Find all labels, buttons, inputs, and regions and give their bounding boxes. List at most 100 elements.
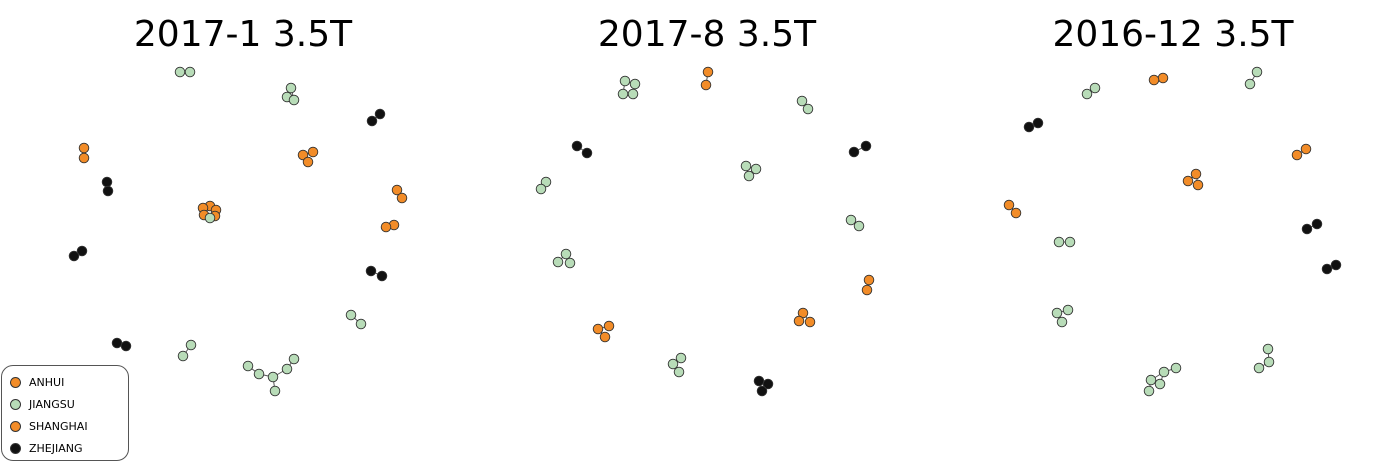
node-jiangsu [619, 75, 631, 87]
node-shanghai [307, 146, 319, 158]
node-shanghai [302, 156, 314, 168]
node-zhejiang [68, 250, 80, 262]
node-jiangsu [1158, 366, 1170, 378]
node-jiangsu [281, 363, 293, 375]
legend-swatch-zhejiang [10, 442, 21, 454]
node-jiangsu [1064, 236, 1076, 248]
legend-swatch-shanghai [10, 420, 21, 432]
node-anhui [396, 192, 408, 204]
node-jiangsu [174, 66, 186, 78]
legend-label-zhejiang: ZHEJIANG [29, 441, 83, 455]
legend-item-zhejiang: ZHEJIANG [10, 440, 83, 456]
node-anhui [1003, 199, 1015, 211]
node-jiangsu [345, 309, 357, 321]
node-jiangsu [1253, 362, 1265, 374]
node-jiangsu [1081, 88, 1093, 100]
node-jiangsu [288, 353, 300, 365]
legend-item-anhui: ANHUI [10, 374, 64, 390]
node-jiangsu [796, 95, 808, 107]
node-zhejiang [101, 176, 113, 188]
legend-label-shanghai: SHANGHAI [29, 419, 88, 433]
node-jiangsu [675, 352, 687, 364]
node-jiangsu [673, 366, 685, 378]
node-jiangsu [853, 220, 865, 232]
node-jiangsu [184, 66, 196, 78]
node-jiangsu [535, 183, 547, 195]
node-zhejiang [1032, 117, 1044, 129]
node-jiangsu [1251, 66, 1263, 78]
node-jiangsu [242, 360, 254, 372]
node-anhui [380, 221, 392, 233]
legend-label-anhui: ANHUI [29, 375, 65, 389]
node-anhui [861, 284, 873, 296]
node-jiangsu [1262, 343, 1274, 355]
node-jiangsu [667, 358, 679, 370]
node-anhui [1157, 72, 1169, 84]
node-jiangsu [1263, 356, 1275, 368]
node-zhejiang [1330, 259, 1342, 271]
node-shanghai [297, 149, 309, 161]
node-jiangsu [627, 88, 639, 100]
panel-title-2017-8: 2017-8 3.5T [597, 14, 817, 55]
node-jiangsu [1062, 304, 1074, 316]
node-zhejiang [102, 185, 114, 197]
node-jiangsu [845, 214, 857, 226]
node-jiangsu [185, 339, 197, 351]
node-anhui [78, 152, 90, 164]
node-anhui [863, 274, 875, 286]
node-anhui [78, 142, 90, 154]
node-jiangsu [629, 78, 641, 90]
node-zhejiang [848, 146, 860, 158]
node-anhui [1148, 74, 1160, 86]
node-anhui [1300, 143, 1312, 155]
panel-title-2016-12: 2016-12 3.5T [1052, 14, 1294, 55]
node-zhejiang [756, 385, 768, 397]
node-jiangsu [285, 82, 297, 94]
node-jiangsu [177, 350, 189, 362]
node-jiangsu [204, 212, 216, 224]
nodes-layer [68, 66, 1342, 397]
node-zhejiang [366, 115, 378, 127]
node-shanghai [1192, 179, 1204, 191]
legend: ANHUI JIANGSU SHANGHAI ZHEJIANG [1, 365, 129, 461]
node-jiangsu [560, 248, 572, 260]
node-shanghai [793, 315, 805, 327]
node-zhejiang [762, 378, 774, 390]
node-zhejiang [1311, 218, 1323, 230]
node-jiangsu [740, 160, 752, 172]
node-jiangsu [1089, 82, 1101, 94]
node-shanghai [804, 316, 816, 328]
legend-item-shanghai: SHANGHAI [10, 418, 88, 434]
node-shanghai [702, 66, 714, 78]
node-zhejiang [1321, 263, 1333, 275]
node-shanghai [1190, 168, 1202, 180]
node-zhejiang [571, 140, 583, 152]
node-jiangsu [269, 385, 281, 397]
legend-swatch-jiangsu [10, 398, 21, 410]
node-jiangsu [750, 163, 762, 175]
node-jiangsu [253, 368, 265, 380]
node-jiangsu [1145, 374, 1157, 386]
node-jiangsu [617, 88, 629, 100]
node-jiangsu [564, 257, 576, 269]
legend-item-jiangsu: JIANGSU [10, 396, 75, 412]
node-jiangsu [288, 94, 300, 106]
node-jiangsu [1154, 378, 1166, 390]
node-shanghai [592, 323, 604, 335]
node-zhejiang [860, 140, 872, 152]
node-zhejiang [365, 265, 377, 277]
node-zhejiang [753, 375, 765, 387]
node-zhejiang [1023, 121, 1035, 133]
edges-layer [73, 71, 1337, 392]
node-shanghai [603, 320, 615, 332]
legend-swatch-anhui [10, 376, 21, 388]
node-zhejiang [1301, 223, 1313, 235]
node-jiangsu [1244, 78, 1256, 90]
node-jiangsu [1051, 307, 1063, 319]
node-zhejiang [120, 340, 132, 352]
node-anhui [391, 184, 403, 196]
node-jiangsu [540, 176, 552, 188]
node-shanghai [700, 79, 712, 91]
panel-title-2017-1: 2017-1 3.5T [133, 14, 353, 55]
